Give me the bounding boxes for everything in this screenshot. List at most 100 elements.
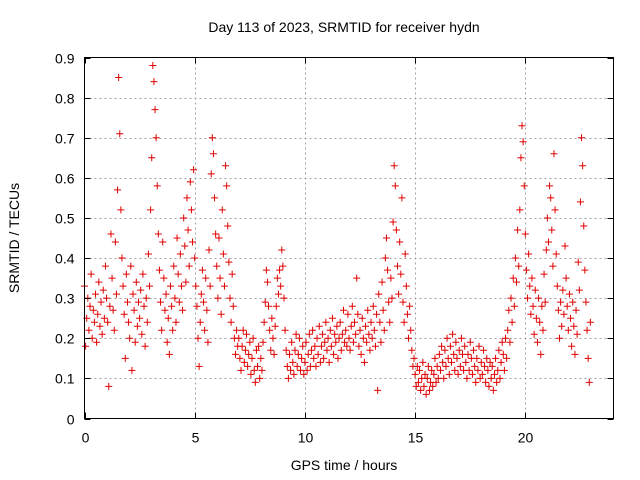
data-point: [120, 310, 128, 318]
data-point: [479, 346, 487, 354]
data-point: [331, 330, 339, 338]
data-point: [181, 242, 189, 250]
data-point: [98, 330, 106, 338]
data-point: [182, 278, 190, 286]
data-point: [475, 342, 483, 350]
data-point: [362, 322, 370, 330]
data-point: [527, 310, 535, 318]
data-point: [281, 326, 289, 334]
data-point: [209, 150, 217, 158]
data-point: [477, 358, 485, 366]
data-point: [498, 338, 506, 346]
data-point: [127, 262, 135, 270]
data-point: [416, 366, 424, 374]
data-point: [282, 346, 290, 354]
data-point: [312, 362, 320, 370]
data-point: [357, 350, 365, 358]
data-point: [539, 326, 547, 334]
data-point: [503, 354, 511, 362]
data-point: [541, 298, 549, 306]
data-point: [435, 350, 443, 358]
data-point: [559, 286, 567, 294]
data-point: [369, 302, 377, 310]
data-point: [293, 362, 301, 370]
data-point: [144, 250, 152, 258]
data-point: [586, 318, 594, 326]
data-point: [143, 318, 151, 326]
data-point: [557, 298, 565, 306]
data-point: [494, 366, 502, 374]
data-point: [166, 282, 174, 290]
data-point: [548, 226, 556, 234]
data-point: [177, 282, 185, 290]
data-point: [526, 282, 534, 290]
y-tick-label: 0.3: [55, 291, 75, 307]
data-point: [257, 354, 265, 362]
data-point: [356, 326, 364, 334]
data-point: [222, 162, 230, 170]
data-point: [484, 366, 492, 374]
data-point: [446, 342, 454, 350]
data-point: [366, 346, 374, 354]
data-point: [90, 318, 98, 326]
data-point: [345, 334, 353, 342]
data-point: [285, 350, 293, 358]
data-point: [563, 302, 571, 310]
data-point: [165, 350, 173, 358]
data-point: [483, 354, 491, 362]
chart-title: Day 113 of 2023, SRMTID for receiver hyd…: [208, 19, 479, 35]
data-point: [481, 362, 489, 370]
data-point: [376, 318, 384, 326]
data-point: [216, 274, 224, 282]
data-point: [86, 302, 94, 310]
data-point: [472, 378, 480, 386]
data-point: [301, 358, 309, 366]
data-point: [274, 290, 282, 298]
data-point: [233, 326, 241, 334]
data-point: [298, 354, 306, 362]
data-point: [407, 326, 415, 334]
data-point: [569, 298, 577, 306]
data-point: [449, 330, 457, 338]
data-point: [305, 330, 313, 338]
data-point: [381, 254, 389, 262]
data-point: [408, 346, 416, 354]
data-point: [370, 326, 378, 334]
data-point: [291, 346, 299, 354]
data-point: [396, 238, 404, 246]
data-point: [121, 354, 129, 362]
data-point: [547, 194, 555, 202]
data-point: [299, 342, 307, 350]
data-point: [452, 338, 460, 346]
data-point: [334, 354, 342, 362]
data-point: [295, 334, 303, 342]
data-point: [95, 278, 103, 286]
data-point: [190, 166, 198, 174]
data-point: [262, 266, 270, 274]
data-point: [175, 298, 183, 306]
data-point: [303, 366, 311, 374]
data-point: [339, 306, 347, 314]
data-point: [488, 362, 496, 370]
data-point: [217, 310, 225, 318]
data-point: [489, 386, 497, 394]
data-point: [168, 302, 176, 310]
x-axis-title: GPS time / hours: [291, 457, 398, 473]
data-point: [336, 318, 344, 326]
data-point: [561, 242, 569, 250]
data-point: [461, 342, 469, 350]
data-point: [544, 238, 552, 246]
data-point: [321, 338, 329, 346]
y-tick-label: 0.1: [55, 371, 75, 387]
data-point: [347, 322, 355, 330]
data-point: [507, 294, 515, 302]
data-point: [325, 358, 333, 366]
data-point: [104, 318, 112, 326]
data-point: [536, 318, 544, 326]
data-point: [375, 290, 383, 298]
data-point: [237, 366, 245, 374]
data-point: [99, 286, 107, 294]
data-point: [247, 370, 255, 378]
data-point: [365, 330, 373, 338]
data-point: [410, 354, 418, 362]
